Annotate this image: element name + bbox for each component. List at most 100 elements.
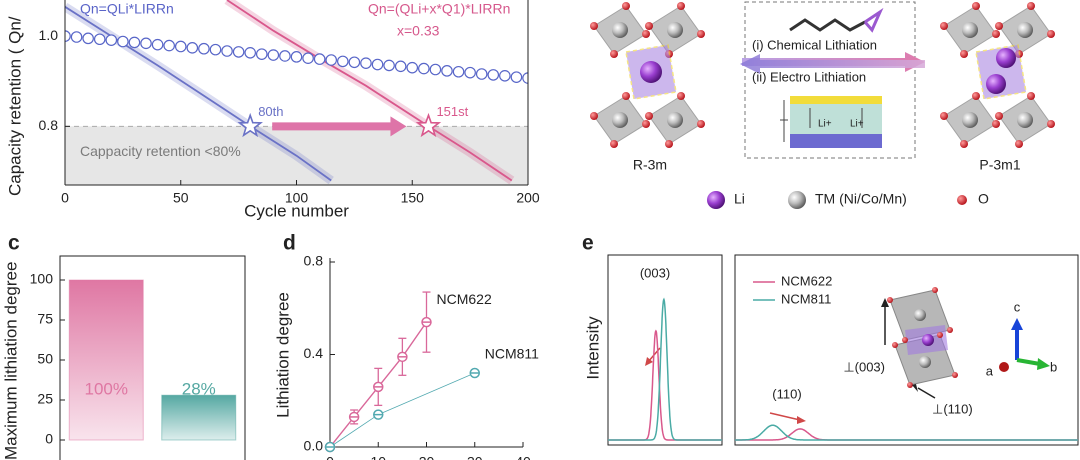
data-point bbox=[487, 69, 500, 81]
bar bbox=[161, 394, 237, 441]
annotation: (110) bbox=[772, 386, 801, 401]
data-point bbox=[65, 30, 71, 42]
li-atom bbox=[986, 74, 1006, 94]
o-atom bbox=[677, 2, 685, 10]
data-point bbox=[128, 36, 141, 49]
data-point bbox=[290, 51, 303, 63]
phase-label: P-3m1 bbox=[979, 157, 1020, 173]
arrow-left bbox=[740, 54, 925, 74]
step-label: (i) Chemical Lithiation bbox=[752, 37, 877, 52]
threshold-label: Cappacity retention <80% bbox=[80, 143, 241, 159]
y-tick-label: 0.8 bbox=[39, 117, 59, 133]
bar bbox=[68, 279, 144, 441]
dashed-box bbox=[744, 1, 916, 159]
x-tick-label: 200 bbox=[516, 190, 540, 206]
data-point bbox=[499, 70, 511, 82]
legend-label: NCM811 bbox=[781, 291, 831, 306]
legend-icon bbox=[957, 195, 967, 205]
tm-atom bbox=[667, 22, 683, 38]
o-atom bbox=[642, 120, 650, 128]
legend-icon bbox=[788, 191, 806, 209]
y-tick-label: 0.4 bbox=[304, 345, 324, 361]
legend-label: Li bbox=[734, 191, 745, 207]
data-point bbox=[117, 35, 129, 48]
o-atom bbox=[972, 92, 980, 100]
li-atom bbox=[640, 61, 662, 83]
spectrum-line bbox=[735, 428, 1078, 441]
lithiation-diagram: (i) Chemical Lithiation (ii) Electro Lit… bbox=[590, 1, 1055, 209]
data-point bbox=[360, 57, 372, 69]
molecule bbox=[789, 7, 884, 33]
ion-label: Li+ bbox=[850, 119, 864, 130]
data-point bbox=[348, 56, 361, 69]
milestone-label: 80th bbox=[258, 104, 283, 119]
o-atom bbox=[645, 112, 653, 120]
data-point bbox=[464, 66, 476, 79]
y-tick-label: 100 bbox=[30, 271, 54, 287]
data-point bbox=[510, 71, 523, 83]
legend-label: TM (Ni/Co/Mn) bbox=[815, 191, 907, 207]
fit-line bbox=[226, 0, 513, 182]
o-atom bbox=[590, 22, 598, 30]
data-point bbox=[140, 37, 152, 50]
x-tick-label: 40 bbox=[515, 454, 531, 460]
data-point bbox=[267, 49, 280, 61]
data-point bbox=[336, 55, 349, 68]
o-atom bbox=[1047, 30, 1055, 38]
data-point bbox=[151, 38, 164, 51]
x-tick-label: 50 bbox=[173, 190, 189, 206]
milestone-label: 151st bbox=[436, 104, 468, 119]
o-atom bbox=[610, 140, 618, 148]
tm-atom bbox=[667, 112, 683, 128]
panel-label: e bbox=[582, 232, 594, 255]
equation: x=0.33 bbox=[397, 23, 440, 39]
x-tick-label: 0 bbox=[61, 190, 69, 206]
o-atom bbox=[960, 140, 968, 148]
inset-crystal bbox=[645, 287, 1050, 424]
y-tick-label: 0.0 bbox=[304, 438, 324, 454]
milestone-star bbox=[415, 112, 442, 138]
data-point bbox=[383, 59, 395, 72]
annotation: c bbox=[1014, 299, 1021, 314]
spectrum-line bbox=[608, 329, 722, 441]
annotation: b bbox=[1050, 359, 1057, 374]
y-axis-title: Maximum lithiation degree bbox=[1, 262, 20, 460]
o-atom bbox=[622, 2, 630, 10]
data-point bbox=[452, 65, 465, 78]
y-axis-title: Lithiation degree bbox=[273, 292, 292, 418]
frame bbox=[607, 254, 723, 446]
x-tick-label: 150 bbox=[401, 190, 425, 206]
o-atom bbox=[610, 50, 618, 58]
panel-label: d bbox=[283, 232, 296, 255]
o-atom bbox=[940, 112, 948, 120]
o-atom bbox=[972, 2, 980, 10]
o-atom bbox=[697, 30, 705, 38]
y-tick-label: 25 bbox=[37, 391, 53, 407]
spectrum-line bbox=[608, 297, 722, 441]
data-point bbox=[93, 33, 106, 46]
tm-atom bbox=[1017, 112, 1033, 128]
x-axis-title: Cycle number bbox=[244, 201, 349, 220]
annotation: ⊥(003) bbox=[843, 359, 885, 374]
data-point bbox=[406, 61, 419, 74]
cell-schematic bbox=[780, 96, 882, 148]
annotation: a bbox=[986, 363, 994, 378]
o-atom bbox=[622, 92, 630, 100]
x-tick-label: 0 bbox=[326, 454, 334, 460]
data-point bbox=[313, 53, 326, 65]
value-label: 28% bbox=[182, 379, 216, 398]
annotation: ⊥(110) bbox=[932, 401, 973, 416]
li-atom bbox=[996, 48, 1016, 68]
o-atom bbox=[1027, 2, 1035, 10]
phase-label: R-3m bbox=[633, 157, 667, 173]
tm-atom bbox=[612, 112, 628, 128]
y-tick-label: 50 bbox=[37, 351, 53, 367]
ion-label: Li+ bbox=[818, 119, 832, 130]
plot-area bbox=[65, 0, 528, 185]
data-point bbox=[475, 68, 488, 80]
tm-atom bbox=[1017, 22, 1033, 38]
data-point bbox=[244, 46, 256, 59]
data-point bbox=[232, 46, 245, 58]
o-atom bbox=[697, 120, 705, 128]
